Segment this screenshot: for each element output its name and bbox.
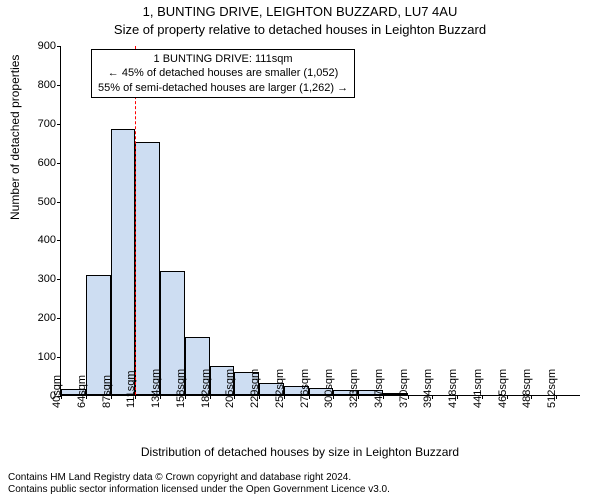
x-axis-label: Distribution of detached houses by size … bbox=[0, 445, 600, 459]
histogram-bar bbox=[111, 129, 136, 395]
ytick-label: 800 bbox=[26, 79, 56, 91]
ytick-label: 300 bbox=[26, 273, 56, 285]
footer-line1: Contains HM Land Registry data © Crown c… bbox=[8, 472, 390, 484]
ytick-mark bbox=[57, 163, 61, 164]
chart-subtitle: Size of property relative to detached ho… bbox=[0, 22, 600, 37]
annotation-line2: ← 45% of detached houses are smaller (1,… bbox=[98, 66, 348, 80]
annotation-line1: 1 BUNTING DRIVE: 111sqm bbox=[98, 52, 348, 66]
chart-container: 1, BUNTING DRIVE, LEIGHTON BUZZARD, LU7 … bbox=[0, 0, 600, 500]
y-axis-label: Number of detached properties bbox=[8, 55, 22, 220]
footer-line2: Contains public sector information licen… bbox=[8, 484, 390, 496]
histogram-bar bbox=[135, 142, 160, 395]
chart-title: 1, BUNTING DRIVE, LEIGHTON BUZZARD, LU7 … bbox=[0, 4, 600, 19]
annotation-box: 1 BUNTING DRIVE: 111sqm ← 45% of detache… bbox=[91, 49, 355, 98]
ytick-label: 100 bbox=[26, 351, 56, 363]
ytick-mark bbox=[57, 202, 61, 203]
footer: Contains HM Land Registry data © Crown c… bbox=[8, 472, 390, 496]
ytick-mark bbox=[57, 357, 61, 358]
reference-line bbox=[135, 46, 136, 395]
ytick-mark bbox=[57, 318, 61, 319]
ytick-mark bbox=[57, 240, 61, 241]
annotation-line3: 55% of semi-detached houses are larger (… bbox=[98, 81, 348, 95]
ytick-label: 900 bbox=[26, 40, 56, 52]
ytick-label: 700 bbox=[26, 118, 56, 130]
ytick-mark bbox=[57, 279, 61, 280]
plot-area: 1 BUNTING DRIVE: 111sqm ← 45% of detache… bbox=[60, 46, 580, 396]
ytick-label: 600 bbox=[26, 157, 56, 169]
ytick-mark bbox=[57, 85, 61, 86]
ytick-label: 200 bbox=[26, 312, 56, 324]
ytick-label: 500 bbox=[26, 196, 56, 208]
ytick-label: 400 bbox=[26, 234, 56, 246]
ytick-mark bbox=[57, 124, 61, 125]
ytick-mark bbox=[57, 46, 61, 47]
